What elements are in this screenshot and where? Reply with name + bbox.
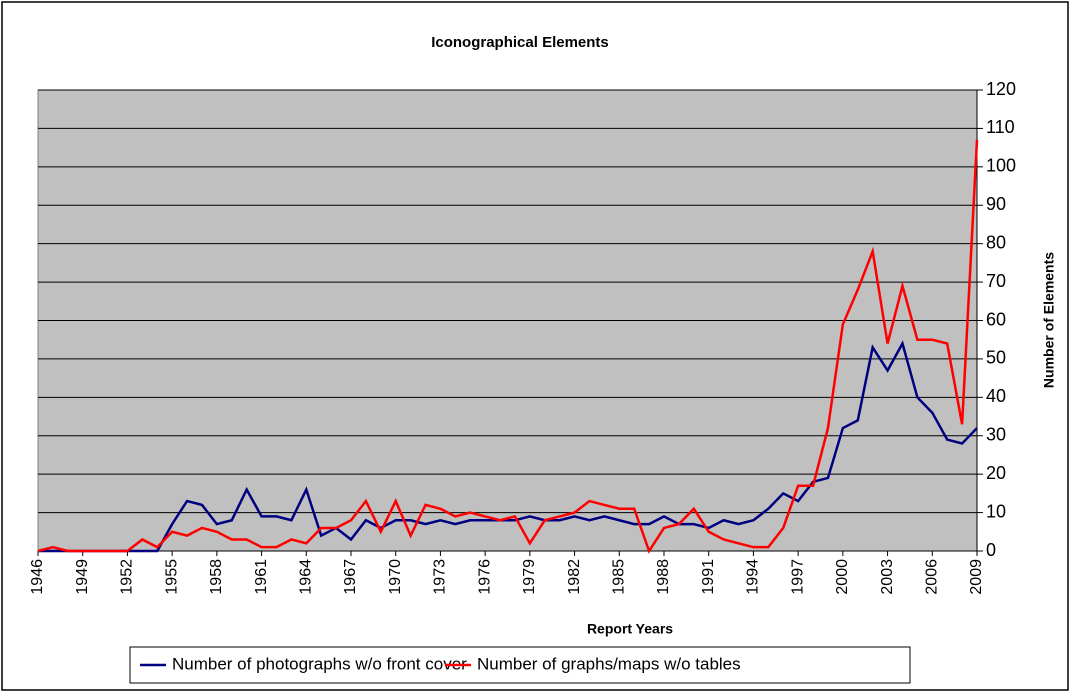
y-tick-label: 110	[986, 117, 1015, 137]
x-tick-label: 1985	[611, 559, 628, 595]
y-tick-label: 90	[986, 194, 1006, 214]
y-tick-label: 100	[986, 156, 1016, 176]
x-tick-label: 1961	[253, 559, 270, 595]
x-tick-label: 1946	[29, 559, 46, 595]
y-tick-label: 10	[986, 501, 1006, 521]
y-tick-label: 40	[986, 386, 1006, 406]
x-tick-label: 1988	[655, 559, 672, 595]
x-axis-label: Report Years	[587, 621, 673, 637]
y-tick-label: 20	[986, 463, 1006, 483]
x-tick-label: 2009	[968, 559, 985, 595]
chart-title: Iconographical Elements	[431, 34, 609, 51]
x-tick-label: 1997	[789, 559, 806, 595]
x-tick-label: 1952	[119, 559, 136, 595]
x-tick-label: 1958	[208, 559, 225, 595]
series-line	[38, 340, 978, 553]
x-tick-label: 1979	[521, 559, 538, 595]
legend-label: Number of photographs w/o front cover	[172, 654, 467, 673]
y-tick-label: 120	[986, 79, 1016, 99]
x-tick-label: 1964	[298, 559, 315, 595]
series-line	[37, 139, 979, 554]
y-tick-label: 70	[986, 271, 1006, 291]
x-tick-label: 1949	[74, 559, 91, 595]
x-tick-label: 1994	[745, 559, 762, 595]
y-tick-label: 0	[986, 540, 996, 560]
x-tick-label: 1991	[700, 559, 717, 595]
x-tick-label: 2003	[879, 559, 896, 595]
legend-label: Number of graphs/maps w/o tables	[477, 654, 741, 673]
y-tick-label: 80	[986, 232, 1006, 252]
y-tick-label: 50	[986, 348, 1006, 368]
x-tick-label: 1967	[342, 559, 359, 595]
x-tick-label: 1973	[432, 559, 449, 595]
y-tick-label: 60	[986, 309, 1006, 329]
x-tick-label: 2000	[834, 559, 851, 595]
y-axis-label: Number of Elements	[1041, 252, 1057, 388]
x-tick-label: 1982	[566, 559, 583, 595]
legend	[129, 646, 911, 684]
x-tick-label: 1955	[163, 559, 180, 595]
x-tick-label: 1970	[387, 559, 404, 595]
y-tick-label: 30	[986, 425, 1006, 445]
x-tick-label: 2006	[924, 559, 941, 595]
x-tick-label: 1976	[476, 559, 493, 595]
